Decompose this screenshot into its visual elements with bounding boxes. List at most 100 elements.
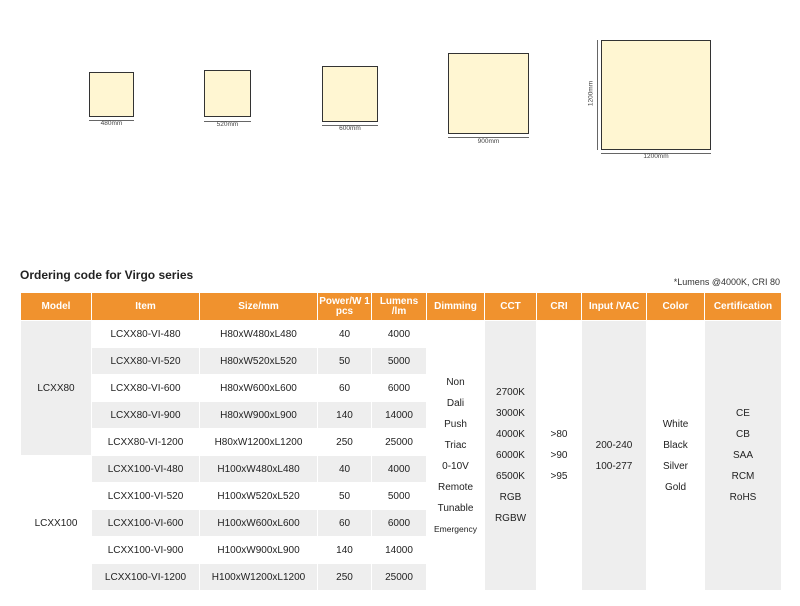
header-cct: CCT	[484, 292, 537, 321]
dimming-option: Tunable	[437, 502, 474, 514]
item-cell: LCXX80-VI-480	[91, 320, 200, 348]
lumens-cell: 6000	[371, 509, 427, 537]
cct-option: RGB	[499, 492, 522, 503]
item-cell: LCXX100-VI-520	[91, 482, 200, 510]
header-dimming: Dimming	[426, 292, 485, 321]
input-cell: 200-240 100-277	[581, 320, 647, 591]
cri-option: >90	[550, 450, 568, 461]
size-cell: H100xW900xL900	[199, 536, 318, 564]
item-cell: LCXX80-VI-520	[91, 347, 200, 375]
cct-option: RGBW	[494, 513, 527, 524]
table-row: LCXX100-VI-1200 H100xW1200xL1200 250 250…	[21, 563, 782, 591]
power-cell: 140	[317, 401, 372, 429]
header-input: Input /VAC	[581, 292, 647, 321]
lumens-cell: 14000	[371, 536, 427, 564]
section-title: Ordering code for Virgo series	[20, 268, 194, 282]
header-certification: Certification	[704, 292, 782, 321]
dimming-option: 0-10V	[442, 460, 469, 472]
cct-option: 6000K	[496, 450, 525, 461]
dimension-line	[89, 120, 134, 121]
header-lumens: Lumens /lm	[371, 292, 427, 321]
size-cell: H100xW600xL600	[199, 509, 318, 537]
power-cell: 140	[317, 536, 372, 564]
cri-option: >80	[550, 429, 568, 440]
certification-option: RoHS	[729, 492, 757, 503]
item-cell: LCXX100-VI-1200	[91, 563, 200, 591]
panel-1200-height-label: 1200mm	[587, 80, 595, 107]
size-cell: H80xW600xL600	[199, 374, 318, 402]
ordering-table: Model Item Size/mm Power/W 1 pcs Lumens …	[20, 292, 782, 591]
dimension-line	[601, 153, 711, 154]
panel-1200	[601, 40, 711, 150]
panel-520-width-label: 520mm	[216, 121, 239, 128]
dimension-line	[597, 40, 598, 150]
lumens-cell: 4000	[371, 320, 427, 348]
item-cell: LCXX100-VI-900	[91, 536, 200, 564]
power-cell: 50	[317, 347, 372, 375]
dimming-option: Push	[444, 418, 467, 430]
size-cell: H80xW520xL520	[199, 347, 318, 375]
cri-option: >95	[550, 471, 568, 482]
cct-option: 2700K	[496, 387, 525, 398]
input-option: 200-240	[595, 439, 633, 451]
panel-1200-width-label: 1200mm	[643, 153, 669, 160]
lumens-cell: 5000	[371, 347, 427, 375]
panel-900-width-label: 900mm	[477, 138, 500, 145]
size-cell: H100xW1200xL1200	[199, 563, 318, 591]
power-cell: 250	[317, 428, 372, 456]
size-cell: H80xW1200xL1200	[199, 428, 318, 456]
certification-cell: CE CB SAA RCM RoHS	[704, 320, 782, 591]
cct-option: 3000K	[496, 408, 525, 419]
power-cell: 60	[317, 374, 372, 402]
item-cell: LCXX100-VI-600	[91, 509, 200, 537]
certification-option: CB	[736, 429, 750, 440]
lumens-cell: 4000	[371, 455, 427, 483]
dimming-option: Triac	[444, 439, 467, 451]
size-cell: H100xW520xL520	[199, 482, 318, 510]
panel-600-width-label: 600mm	[339, 125, 361, 132]
header-power: Power/W 1 pcs	[317, 292, 372, 321]
table-header-row: Model Item Size/mm Power/W 1 pcs Lumens …	[20, 292, 782, 321]
panel-600	[322, 66, 378, 122]
header-cri: CRI	[536, 292, 582, 321]
dimming-option: Non	[446, 376, 465, 388]
lumens-cell: 25000	[371, 428, 427, 456]
power-cell: 60	[317, 509, 372, 537]
dimming-option: Dali	[446, 397, 465, 409]
table-row: LCXX80-VI-1200 H80xW1200xL1200 250 25000	[21, 428, 782, 456]
model-cell: LCXX80	[20, 320, 92, 456]
power-cell: 40	[317, 320, 372, 348]
lumens-cell: 14000	[371, 401, 427, 429]
cct-option: 6500K	[496, 471, 525, 482]
item-cell: LCXX80-VI-1200	[91, 428, 200, 456]
dimming-cell: Non Dali Push Triac 0-10V Remote Tunable…	[426, 320, 485, 591]
power-cell: 40	[317, 455, 372, 483]
color-cell: White Black Silver Gold	[646, 320, 705, 591]
header-color: Color	[646, 292, 705, 321]
certification-option: SAA	[732, 450, 753, 461]
lumens-cell: 5000	[371, 482, 427, 510]
power-cell: 250	[317, 563, 372, 591]
panel-480-width-label: 480mm	[100, 120, 123, 127]
color-option: Black	[663, 439, 688, 451]
table-row: LCXX100-VI-520 H100xW520xL520 50 5000	[21, 482, 782, 510]
certification-option: CE	[736, 408, 750, 419]
size-cell: H80xW900xL900	[199, 401, 318, 429]
table-row: LCXX80-VI-520 H80xW520xL520 50 5000	[21, 347, 782, 375]
dimming-option: Remote	[437, 481, 473, 493]
item-cell: LCXX80-VI-600	[91, 374, 200, 402]
lumens-note: *Lumens @4000K, CRI 80	[673, 277, 780, 287]
header-item: Item	[91, 292, 200, 321]
color-option: White	[662, 418, 689, 430]
dimension-line	[322, 125, 378, 126]
size-cell: H80xW480xL480	[199, 320, 318, 348]
cct-cell: 2700K 3000K 4000K 6000K 6500K RGB RGBW	[484, 320, 537, 591]
table-row: LCXX100-VI-900 H100xW900xL900 140 14000	[21, 536, 782, 564]
lumens-cell: 6000	[371, 374, 427, 402]
panel-480	[89, 72, 134, 117]
model-cell: LCXX100	[20, 455, 92, 591]
item-cell: LCXX80-VI-900	[91, 401, 200, 429]
cct-option: 4000K	[496, 429, 525, 440]
cri-cell: >80 >90 >95	[536, 320, 582, 591]
header-model: Model	[20, 292, 92, 321]
